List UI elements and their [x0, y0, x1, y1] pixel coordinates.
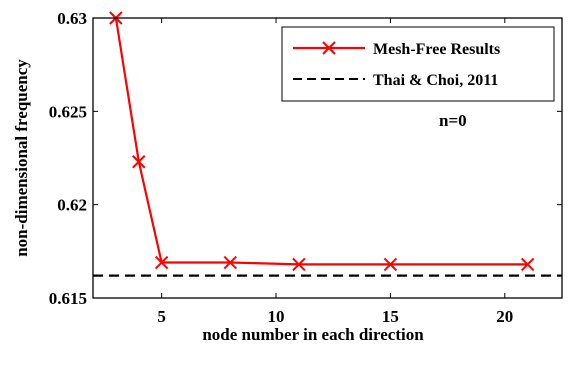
data-point-mesh-free — [154, 255, 169, 270]
data-point-mesh-free — [132, 155, 146, 169]
tick-labels: 5 10 15 20 0.615 0.62 0.625 0.63 — [49, 9, 514, 326]
y-tick-label: 0.625 — [49, 102, 87, 121]
annotation-n: n=0 — [439, 111, 467, 130]
y-tick-label: 0.62 — [57, 196, 87, 215]
x-tick-label: 5 — [157, 307, 166, 326]
plot-frame — [92, 17, 563, 299]
legend-box — [281, 26, 555, 102]
y-tick-label: 0.63 — [57, 9, 87, 28]
data-point-mesh-free — [520, 257, 535, 272]
y-axis-label: non-dimensional frequency — [12, 59, 31, 257]
x-axis-label: node number in each direction — [202, 325, 424, 344]
legend-label-mesh-free: Mesh-Free Results — [373, 41, 500, 58]
x-tick-label: 20 — [496, 307, 513, 326]
legend: Mesh-Free Results Thai & Choi, 2011 — [281, 26, 555, 102]
legend-label-thai-choi: Thai & Choi, 2011 — [373, 72, 498, 89]
y-tick-label: 0.615 — [49, 289, 87, 308]
data-point-mesh-free — [292, 257, 306, 272]
legend-marker-mesh-free — [322, 41, 336, 55]
data-point-mesh-free — [383, 257, 398, 272]
x-tick-label: 10 — [268, 307, 285, 326]
x-tick-label: 15 — [382, 307, 399, 326]
data-point-mesh-free — [223, 255, 237, 270]
